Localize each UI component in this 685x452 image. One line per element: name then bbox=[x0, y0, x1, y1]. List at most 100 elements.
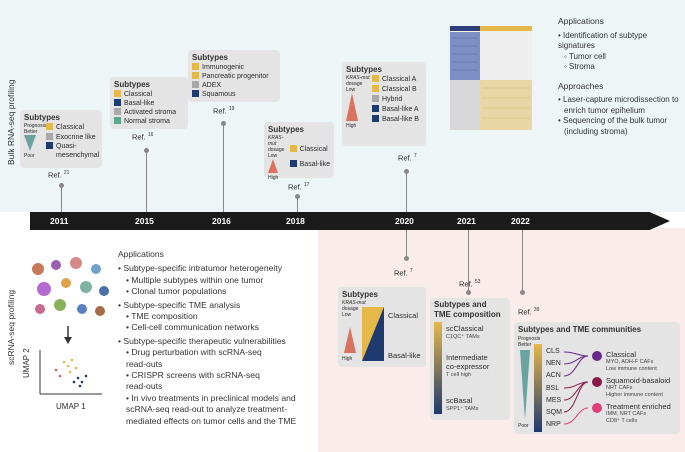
scclassical-label: scClassical bbox=[446, 324, 484, 333]
approach-item: • Sequencing of the bulk tumor bbox=[558, 116, 668, 125]
stem-2011 bbox=[61, 186, 62, 212]
subtype-gradient-bar bbox=[362, 307, 384, 361]
application-item: • Identification of subtype signatures bbox=[558, 30, 648, 51]
progenitor-swatch bbox=[192, 72, 199, 79]
stem-2020-bottom bbox=[406, 230, 407, 258]
subtype-label: Squamous bbox=[202, 91, 236, 98]
spp1-label: SPP1⁺ TAMs bbox=[446, 406, 479, 412]
community-links bbox=[564, 351, 589, 425]
community-detail: Higher immune content bbox=[606, 391, 663, 398]
dosage-label: KRAS-mut bbox=[346, 75, 370, 81]
dosage-triangle bbox=[344, 327, 356, 353]
year-2011: 2011 bbox=[50, 216, 69, 226]
community-dot bbox=[592, 403, 602, 413]
classical-b-swatch bbox=[372, 85, 379, 92]
application-item: • TME composition bbox=[126, 311, 198, 322]
basal-swatch bbox=[114, 99, 121, 106]
qm-swatch bbox=[46, 142, 53, 149]
community-name: Classical bbox=[606, 350, 637, 359]
community-detail: NRT CAFs bbox=[606, 385, 633, 391]
classical-a-swatch bbox=[372, 75, 379, 82]
prognosis-triangle bbox=[520, 350, 530, 420]
subtype-label: Exocrine like bbox=[56, 133, 96, 141]
activated-stroma-swatch bbox=[114, 108, 121, 115]
scrnaseq-label: scRNA-seq profiling bbox=[6, 289, 16, 365]
card-title: Subtypes and TME communities bbox=[518, 325, 642, 334]
gradient-bar bbox=[534, 344, 542, 432]
subtype-label: Classical A bbox=[382, 76, 417, 83]
classical-swatch bbox=[114, 90, 121, 97]
subtype-label: Classical bbox=[124, 91, 153, 98]
umap-y-label: UMAP 2 bbox=[22, 348, 31, 378]
subtype-label: CLS bbox=[546, 348, 560, 355]
stem-2020 bbox=[406, 172, 407, 212]
dot-2018 bbox=[295, 194, 300, 199]
card-title: Subtypes bbox=[342, 290, 379, 299]
dot-2022 bbox=[520, 290, 525, 295]
card-title: Subtypes bbox=[24, 113, 61, 122]
better-label: Better bbox=[24, 129, 38, 135]
application-item: ◦ Stroma bbox=[564, 62, 595, 71]
dosage-triangle bbox=[268, 159, 278, 173]
approach-item: enrich tumor epihelium bbox=[564, 105, 645, 115]
dot-2015 bbox=[144, 148, 149, 153]
card-title: Subtypes bbox=[114, 80, 151, 89]
subtype-label: Classical B bbox=[382, 86, 417, 93]
approach-item: • Laser-capture microdissection to bbox=[558, 95, 679, 104]
year-2020: 2020 bbox=[395, 216, 414, 226]
basal-b-swatch bbox=[372, 115, 379, 122]
scrnaseq-applications: Applications • Subtype-specific intratum… bbox=[118, 249, 314, 427]
community-name: Treatment enriched bbox=[606, 402, 671, 411]
dot-2021 bbox=[466, 290, 471, 295]
poor-label: Poor bbox=[24, 153, 35, 159]
application-item: read-outs bbox=[126, 358, 163, 369]
community-dot bbox=[592, 351, 602, 361]
squamous-swatch bbox=[192, 90, 199, 97]
subtype-label: Pancreatic progenitor bbox=[202, 73, 269, 80]
intermediate-label: Intermediate co-expressor bbox=[446, 353, 490, 371]
classical-label: Classical bbox=[388, 311, 419, 320]
application-item: • Multiple subtypes within one tumor bbox=[126, 274, 264, 285]
subtype-label: NEN bbox=[546, 360, 561, 368]
high-label: High bbox=[342, 356, 353, 362]
card-title: Subtypes bbox=[192, 53, 229, 62]
application-item: • Subtype-specific TME analysis bbox=[118, 299, 241, 310]
prognosis-legend: Prognosis Better bbox=[518, 336, 540, 348]
application-item: • Subtype-specific therapeutic vulnerabi… bbox=[118, 335, 286, 346]
application-item: • Cell-cell communication networks bbox=[126, 322, 259, 333]
subtype-label: NRP bbox=[546, 421, 561, 429]
dot-2011 bbox=[59, 183, 64, 188]
scbasal-label: scBasal bbox=[446, 396, 473, 405]
ref-2011: Ref. 21 bbox=[48, 170, 70, 180]
hybrid-swatch bbox=[372, 95, 379, 102]
application-item: • Subtype-specific intratumor heterogene… bbox=[118, 263, 282, 274]
subtype-label: BSL bbox=[546, 384, 560, 392]
card-2015: Subtypes Classical Basal-like Activated … bbox=[110, 77, 188, 129]
normal-stroma-swatch bbox=[114, 117, 121, 124]
c1qc-label: C1QC⁺ TAMs bbox=[446, 334, 480, 340]
bulk-rnaseq-label: Bulk RNA-seq profiling bbox=[6, 79, 16, 165]
ref-2020-bottom: Ref. 7 bbox=[394, 268, 413, 278]
ref-2020: Ref. 7 bbox=[398, 153, 417, 163]
subtype-label: Basal-like bbox=[299, 161, 330, 168]
subtype-label: Quasi- bbox=[56, 143, 77, 150]
community-detail: CD8⁺ T cells bbox=[606, 417, 638, 424]
subtype-list: CLS NEN ACN BSL MES SQM NRP bbox=[546, 346, 562, 431]
card-2011: Subtypes Prognosis Better Poor Classical… bbox=[20, 110, 102, 168]
dot-2020-bottom bbox=[404, 256, 409, 261]
applications-title: Applications bbox=[558, 16, 604, 26]
community-classical: Classical MYO, ADH-F CAFs Low immune con… bbox=[592, 350, 657, 372]
basal-a-swatch bbox=[372, 105, 379, 112]
ref-2021: Ref. 53 bbox=[459, 279, 481, 289]
community-treatment: Treatment enriched IMM, NRT CAFs CD8⁺ T … bbox=[592, 402, 671, 424]
year-2015: 2015 bbox=[135, 216, 154, 226]
card-title: TME composition bbox=[434, 309, 501, 319]
year-2016: 2016 bbox=[212, 216, 231, 226]
timeline-arrow bbox=[30, 212, 670, 230]
community-detail: Low immune content bbox=[606, 365, 657, 372]
application-item: • Drug perturbation with scRNA-seq bbox=[126, 347, 262, 358]
classical-swatch bbox=[46, 123, 53, 130]
classical-swatch bbox=[289, 145, 297, 152]
subtype-label: Immunogenic bbox=[202, 64, 245, 71]
ref-2016: Ref. 19 bbox=[213, 106, 235, 116]
